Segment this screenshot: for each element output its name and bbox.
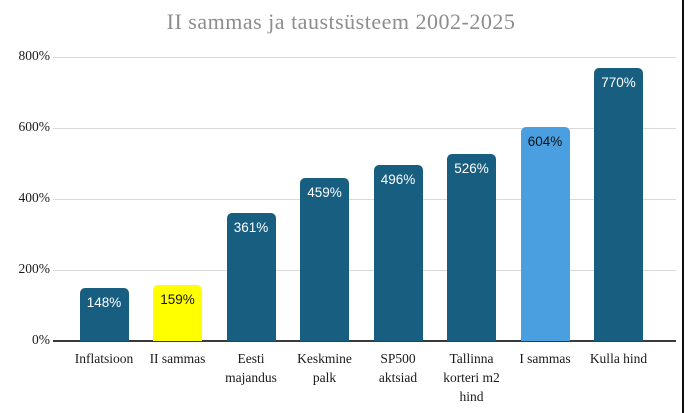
x-axis-label: I sammas xyxy=(519,351,571,366)
gridline xyxy=(53,199,676,200)
y-axis-tick-label: 600% xyxy=(18,119,51,134)
y-axis-tick-label: 400% xyxy=(18,190,51,205)
right-border-line xyxy=(682,0,684,413)
x-axis-label: SP500 aktsiad xyxy=(378,351,418,386)
y-axis-tick-label: 800% xyxy=(18,48,51,63)
bar-i-sammas: 604% xyxy=(520,126,570,341)
bar-eesti-majandus: 361% xyxy=(226,212,276,341)
bar-keskmine-palk: 459% xyxy=(300,178,349,341)
y-axis-tick-label: 0% xyxy=(32,332,50,347)
x-axis-label: Tallinna korteri m2 hind xyxy=(443,351,500,405)
bar-inflatsioon: 148% xyxy=(79,288,129,341)
bar-value-label: 496% xyxy=(380,171,416,187)
bar-ii-sammas: 159% xyxy=(153,284,202,341)
x-axis-line xyxy=(53,340,676,342)
chart-title: II sammas ja taustsüsteem 2002-2025 xyxy=(166,9,516,34)
bar-kulla-hind: 770% xyxy=(594,67,643,341)
x-axis-label: II sammas xyxy=(149,351,206,366)
bar-sp500-aktsiad: 496% xyxy=(373,164,423,341)
x-axis-label: Kulla hind xyxy=(589,351,648,366)
bar-tallinna-korteri-m2-hind: 526% xyxy=(447,154,496,341)
gridline xyxy=(53,57,676,58)
x-axis-label: Keskmine palk xyxy=(297,351,352,386)
y-axis-tick-label: 200% xyxy=(18,261,51,276)
bar-value-label: 361% xyxy=(233,219,269,235)
gridline xyxy=(53,128,676,129)
bar-value-label: 770% xyxy=(601,74,636,90)
bar-value-label: 604% xyxy=(527,133,563,149)
bar-value-label: 148% xyxy=(86,295,122,311)
bar-value-label: 526% xyxy=(454,161,489,177)
x-axis-label: Inflatsioon xyxy=(74,351,134,366)
bar-value-label: 459% xyxy=(307,185,342,201)
x-axis-label: Eesti majandus xyxy=(225,351,277,386)
gridline xyxy=(53,270,676,271)
bar-value-label: 159% xyxy=(160,291,195,307)
